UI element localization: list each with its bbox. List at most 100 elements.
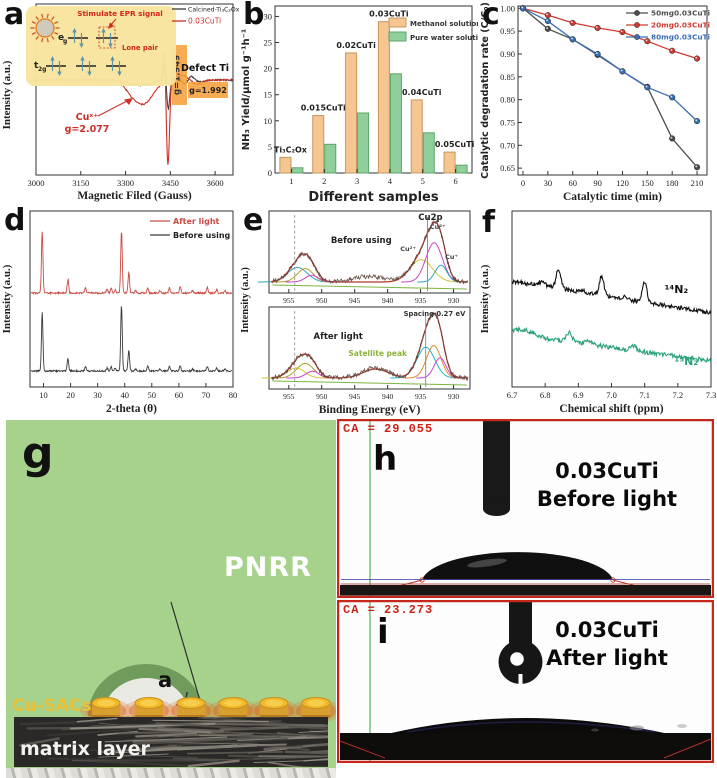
- bar-methanol-1: [279, 156, 292, 174]
- satellite-peak-label: Satellite peak: [348, 349, 408, 358]
- condition-after: After light: [546, 646, 668, 670]
- panel-label-d: d: [4, 203, 26, 238]
- x-tick-label: 3150: [72, 178, 89, 188]
- bar-methanol-5: [410, 99, 423, 174]
- x-tick-label: 6.8: [540, 390, 551, 400]
- y-tick-label: 15: [264, 90, 273, 100]
- stimulate-epr-label: Stimulate EPR signal: [77, 9, 163, 18]
- legend-purewater: Pure water solution: [410, 34, 478, 42]
- x-tick-label: 7.2: [673, 390, 684, 400]
- x-tick-label: 940: [382, 296, 394, 305]
- x-axis-label: Binding Energy (eV): [319, 404, 421, 416]
- cu-g-value: g=2.077: [65, 124, 110, 135]
- ca-value-after: CA = 23.273: [343, 603, 434, 617]
- label-15n2: ¹⁵N₂: [675, 355, 699, 368]
- x-tick-label: 10: [39, 390, 48, 400]
- y-tick-label: 0.95: [500, 26, 515, 36]
- eg-orbital-label: e: [58, 33, 64, 43]
- x-tick-label: 2: [322, 176, 326, 186]
- before-using-label: Before using: [331, 236, 392, 246]
- y-tick-label: 1.00: [500, 3, 515, 13]
- cu-sacs-label: Cu-SACs: [12, 696, 92, 716]
- x-tick-label: 3300: [117, 178, 134, 188]
- bar-group-label: 0.015CuTi: [301, 104, 346, 113]
- x-tick-label: 7.3: [706, 390, 717, 400]
- bar-water-5: [422, 132, 435, 174]
- x-tick-label: 4: [388, 176, 393, 186]
- x-tick-label: 945: [349, 296, 361, 305]
- panel-label-b: b: [243, 0, 265, 32]
- y-axis-label: Intensity (a.u.): [1, 60, 13, 129]
- panel-a-epr-chart: 3000 3150 3300 3450 3600 Magnetic Filed (Gaus…: [0, 0, 240, 205]
- legend-before-using: Before using: [173, 231, 231, 240]
- y-axis-label: Intensity (a.u.): [1, 264, 13, 333]
- panel-g-schematic: g PNRR Cu-SACs matrix layer a: [6, 420, 336, 768]
- panel-e-xps-chart: 955 950 945 940 935 930 955 950 945 940 935 930 Cu2p…: [239, 205, 478, 417]
- x-tick-label: 5: [421, 176, 425, 186]
- x-tick-label: 955: [283, 392, 295, 401]
- panel-label-f: f: [482, 205, 496, 240]
- droplet-photo-before: [337, 419, 714, 598]
- bar-group-label: 0.04CuTi: [402, 88, 442, 97]
- x-tick-label: 50: [148, 390, 157, 400]
- x-tick-label: 180: [666, 178, 679, 188]
- x-tick-label: 6: [453, 176, 457, 186]
- droplet-photo-after: [337, 600, 714, 763]
- y-tick-label: 30: [264, 11, 273, 21]
- bar-group-label: 0.02CuTi: [336, 41, 376, 50]
- x-axis-label: Different samples: [308, 190, 438, 205]
- sample-name-before: 0.03CuTi: [555, 459, 659, 483]
- x-tick-label: 955: [283, 296, 295, 305]
- particle-icon: [35, 18, 55, 38]
- legend-003cuti: 0.03CuTi: [188, 17, 221, 26]
- peak-label: Cu⁺: [445, 253, 458, 261]
- x-tick-label: 40: [120, 390, 129, 400]
- sample-name-after: 0.03CuTi: [555, 618, 659, 642]
- label-14n2: ¹⁴N₂: [665, 283, 689, 296]
- bar-water-3: [357, 112, 370, 174]
- x-tick-label: 930: [448, 296, 460, 305]
- bar-methanol-2: [312, 115, 325, 174]
- y-tick-label: 10: [264, 116, 273, 126]
- y-axis-label: Intensity (a.u.): [479, 264, 491, 333]
- x-tick-label: 0: [521, 178, 525, 188]
- x-tick-label: 80: [229, 390, 238, 400]
- x-tick-label: 7.0: [606, 390, 617, 400]
- bar-water-6: [455, 164, 468, 174]
- x-axis-label: Catalytic time (min): [563, 191, 662, 203]
- panel-h-contact-angle-before: CA = 29.055 h 0.03CuTi Before light: [337, 419, 714, 598]
- pnrr-process-label: PNRR: [224, 552, 312, 583]
- defect-ti-label: Defect Ti: [181, 63, 229, 74]
- panel-i-contact-angle-after: CA = 23.273 i 0.03CuTi After light: [337, 600, 714, 763]
- cu-species-label: Cuˣ⁺: [76, 112, 99, 123]
- legend-80mg0.03CuTi: 80mg0.03CuTi: [651, 33, 710, 42]
- x-tick-label: 20: [66, 390, 75, 400]
- x-tick-label: 3600: [207, 178, 224, 188]
- x-tick-label: 30: [544, 178, 553, 188]
- y-axis-label: NH₃ Yield/μmol g⁻¹h⁻¹: [241, 29, 252, 150]
- bar-water-4: [389, 73, 402, 174]
- panel-f-nmr-chart: 6.7 6.8 6.9 7.0 7.1 7.2 7.3 ¹⁴N₂ ¹⁵N₂ Chemical sh…: [478, 205, 717, 417]
- x-axis-label: 2-theta (θ): [106, 403, 157, 415]
- x-tick-label: 935: [415, 392, 427, 401]
- y-tick-label: 0.70: [500, 140, 515, 150]
- x-tick-label: 210: [691, 178, 704, 188]
- g-value-1949: g=1.949: [173, 55, 183, 95]
- panel-d-xrd-chart: 10 20 30 40 50 60 70 80 After light Before using 2…: [0, 205, 239, 417]
- matrix-layer-label: matrix layer: [20, 738, 150, 760]
- x-tick-label: 930: [448, 392, 460, 401]
- condition-before: Before light: [536, 487, 678, 511]
- x-tick-label: 1: [289, 176, 293, 186]
- y-tick-label: 0.75: [500, 117, 515, 127]
- legend-calcined: Calcined-Ti₃C₂Ox: [188, 7, 239, 14]
- x-tick-label: 3450: [162, 178, 179, 188]
- cu2p-title: Cu2p: [418, 213, 442, 223]
- x-tick-label: 935: [415, 296, 427, 305]
- svg-text:2g: 2g: [38, 66, 46, 73]
- legend-methanol: Methanol solution: [410, 20, 478, 28]
- x-tick-label: 60: [175, 390, 184, 400]
- x-tick-label: 70: [202, 390, 211, 400]
- x-tick-label: 7.1: [639, 390, 650, 400]
- y-tick-label: 25: [264, 38, 273, 48]
- peak-label: Cu²⁺: [430, 223, 446, 231]
